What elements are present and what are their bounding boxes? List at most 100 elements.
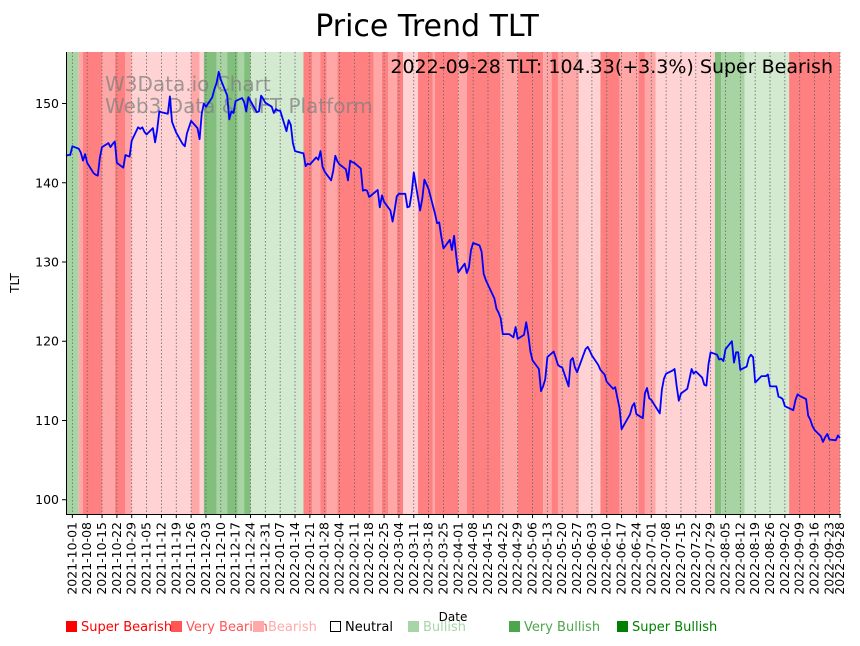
- x-tick-label: 2022-04-08: [465, 522, 480, 595]
- y-axis-label: TLT: [8, 272, 22, 293]
- sentiment-band-bearish: [125, 52, 132, 514]
- x-tick-label: 2022-04-29: [510, 522, 525, 595]
- watermark: W3Data.io Chart Web3 Data & NFT Platform: [105, 72, 373, 118]
- sentiment-band-very-bearish: [551, 52, 558, 514]
- x-tick-label: 2022-03-11: [406, 522, 421, 595]
- sentiment-band-bearish: [557, 52, 580, 514]
- legend-swatch-very-bullish: [509, 621, 520, 632]
- x-tick-label: 2022-06-10: [599, 522, 614, 595]
- y-tick-label: 110: [35, 413, 59, 428]
- x-tick-label: 2022-01-07: [272, 522, 287, 595]
- x-tick-label: 2021-11-05: [139, 522, 154, 595]
- sentiment-band-very-bearish: [114, 52, 126, 514]
- legend-label: Very Bullish: [524, 620, 601, 635]
- legend-item-bearish: Bearish: [253, 620, 317, 635]
- sentiment-band-bearish: [326, 52, 338, 514]
- watermark-line-1: W3Data.io Chart: [105, 72, 271, 96]
- legend-label: Super Bullish: [632, 620, 718, 635]
- x-tick-label: 2022-09-02: [777, 522, 792, 595]
- sentiment-bands: [66, 52, 840, 514]
- x-tick-label: 2022-05-27: [569, 522, 584, 595]
- sentiment-band-bearish: [644, 52, 656, 514]
- x-tick-label: 2022-04-01: [450, 522, 465, 595]
- sentiment-band-slightly-bullish: [744, 52, 790, 514]
- sentiment-band-slightly-bearish: [403, 52, 419, 514]
- sentiment-band-very-bearish: [337, 52, 374, 514]
- sentiment-band-very-bearish: [396, 52, 404, 514]
- sentiment-band-slightly-bearish: [655, 52, 715, 514]
- chart-title: Price Trend TLT: [315, 9, 539, 44]
- y-tick-label: 150: [35, 96, 59, 111]
- sentiment-band-bullish: [216, 52, 228, 514]
- x-tick-label: 2022-07-15: [673, 522, 688, 595]
- x-tick-label: 2021-12-03: [198, 522, 213, 595]
- x-tick-label: 2022-03-25: [435, 522, 450, 595]
- legend-label: Very Bearish: [186, 620, 268, 635]
- x-tick-label: 2022-09-23: [821, 522, 836, 595]
- x-tick-label: 2022-01-28: [317, 522, 332, 595]
- legend-label: Super Bearish: [81, 620, 173, 635]
- sentiment-band-bearish: [102, 52, 115, 514]
- sentiment-band-bullish: [237, 52, 245, 514]
- sentiment-band-very-bearish: [434, 52, 459, 514]
- legend-item-very-bullish: Very Bullish: [509, 620, 600, 635]
- y-tick-label: 100: [35, 492, 59, 507]
- legend-swatch-neutral: [330, 621, 341, 632]
- sentiment-band-bearish: [432, 52, 435, 514]
- x-tick-label: 2021-10-29: [124, 522, 139, 595]
- x-tick-label: 2022-04-22: [495, 522, 510, 595]
- sentiment-band-bearish: [191, 52, 200, 514]
- x-tick-label: 2022-09-16: [807, 522, 822, 595]
- sentiment-band-very-bearish: [82, 52, 103, 514]
- x-tick-label: 2022-05-20: [554, 522, 569, 595]
- sentiment-band-slightly-bullish: [250, 52, 304, 514]
- x-tick-label: 2022-09-09: [792, 522, 807, 595]
- sentiment-band-bearish: [619, 52, 639, 514]
- x-tick-label: 2022-07-08: [658, 522, 673, 595]
- sentiment-band-bearish: [500, 52, 518, 514]
- x-tick-label: 2022-08-12: [732, 522, 747, 595]
- legend-label: Neutral: [345, 620, 393, 635]
- x-tick-label: 2021-12-17: [228, 522, 243, 595]
- x-tick-label: 2022-06-24: [628, 522, 643, 595]
- x-tick-label: 2021-10-01: [64, 522, 79, 595]
- legend-swatch-very-bearish: [171, 621, 182, 632]
- x-tick-label: 2022-08-19: [747, 522, 762, 595]
- sentiment-band-very-bearish: [303, 52, 312, 514]
- sentiment-band-very-bearish: [466, 52, 501, 514]
- watermark-line-2: Web3 Data & NFT Platform: [105, 94, 373, 118]
- sentiment-band-bearish: [458, 52, 467, 514]
- sentiment-band-very-bearish: [381, 52, 389, 514]
- x-tick-label: 2021-11-12: [153, 522, 168, 595]
- x-tick-label: 2022-07-29: [703, 522, 718, 595]
- sentiment-band-very-bearish: [320, 52, 327, 514]
- sentiment-band-slightly-bearish: [199, 52, 204, 514]
- x-tick-label: 2021-12-31: [257, 522, 272, 595]
- x-tick-label: 2022-02-11: [346, 522, 361, 595]
- x-tick-label: 2022-08-05: [717, 522, 732, 595]
- sentiment-band-very-bearish: [418, 52, 433, 514]
- x-tick-label: 2022-03-18: [421, 522, 436, 595]
- x-tick-label: 2021-12-24: [242, 522, 257, 595]
- sentiment-band-very-bearish: [638, 52, 645, 514]
- legend-item-bullish: Bullish: [408, 620, 466, 635]
- x-tick-label: 2021-11-19: [168, 522, 183, 595]
- x-tick-label: 2022-07-22: [688, 522, 703, 595]
- x-tick-label: 2022-02-04: [332, 522, 347, 595]
- x-tick-label: 2022-05-13: [539, 522, 554, 595]
- legend-swatch-bearish: [253, 621, 264, 632]
- x-tick-label: 2021-10-15: [94, 522, 109, 595]
- x-tick-label: 2022-04-15: [480, 522, 495, 595]
- x-tick-label: 2021-10-22: [109, 522, 124, 595]
- legend-item-neutral: Neutral: [330, 620, 393, 635]
- x-tick-label: 2021-10-08: [79, 522, 94, 595]
- sentiment-band-bearish: [388, 52, 397, 514]
- sentiment-band-bearish: [311, 52, 321, 514]
- legend-label: Bullish: [423, 620, 467, 635]
- plot-spines: [66, 52, 841, 515]
- x-axis-label: Date: [439, 610, 468, 624]
- sentiment-band-very-bullish: [244, 52, 251, 514]
- sentiment-band-slightly-bearish: [579, 52, 601, 514]
- legend-swatch-super-bullish: [617, 621, 628, 632]
